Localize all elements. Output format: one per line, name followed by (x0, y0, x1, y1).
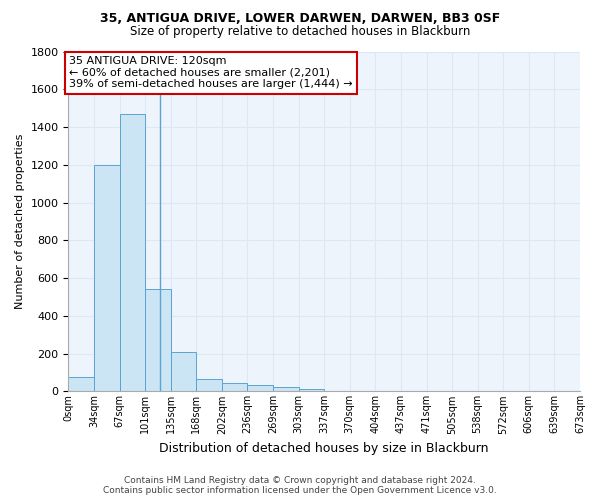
Bar (94, 165, 119, 392)
Bar (222, 383, 247, 392)
Bar (119, 114, 145, 392)
Text: Size of property relative to detached houses in Blackburn: Size of property relative to detached ho… (130, 25, 470, 38)
Bar (196, 379, 222, 392)
Text: Contains HM Land Registry data © Crown copyright and database right 2024.
Contai: Contains HM Land Registry data © Crown c… (103, 476, 497, 495)
Text: 35, ANTIGUA DRIVE, LOWER DARWEN, DARWEN, BB3 0SF: 35, ANTIGUA DRIVE, LOWER DARWEN, DARWEN,… (100, 12, 500, 26)
X-axis label: Distribution of detached houses by size in Blackburn: Distribution of detached houses by size … (160, 442, 489, 455)
Bar (247, 385, 273, 392)
Bar (273, 386, 299, 392)
Bar (68, 377, 94, 392)
Bar (299, 388, 324, 392)
Y-axis label: Number of detached properties: Number of detached properties (15, 134, 25, 309)
Text: 35 ANTIGUA DRIVE: 120sqm
← 60% of detached houses are smaller (2,201)
39% of sem: 35 ANTIGUA DRIVE: 120sqm ← 60% of detach… (69, 56, 353, 90)
Bar (171, 352, 196, 392)
Bar (145, 290, 171, 392)
